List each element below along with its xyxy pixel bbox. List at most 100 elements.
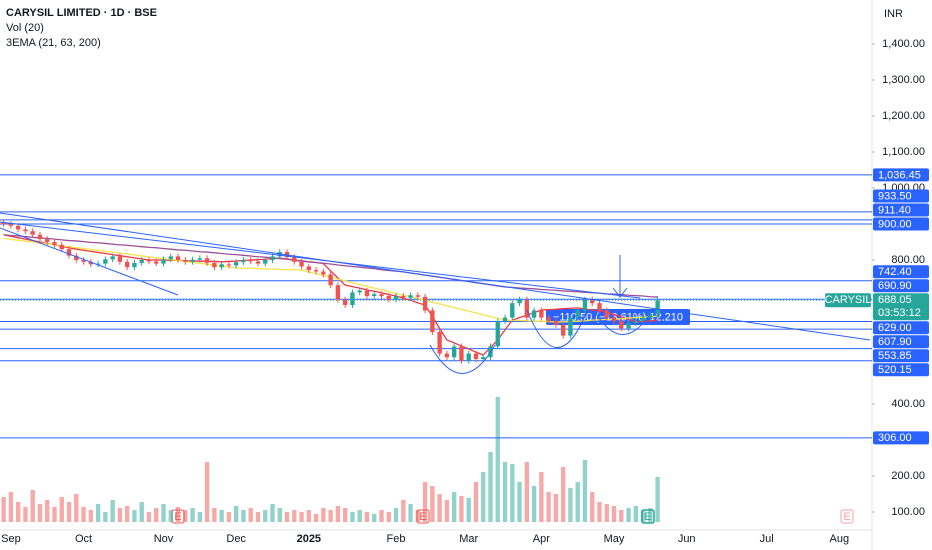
candle-body xyxy=(161,259,166,264)
volume-bar xyxy=(233,506,239,522)
candle-body xyxy=(292,257,297,262)
volume-bar xyxy=(154,508,159,522)
level-label: 690.90 xyxy=(878,280,912,292)
level-label-box xyxy=(873,321,929,335)
level-label: 911.40 xyxy=(878,204,911,216)
level-label-box xyxy=(873,335,929,349)
candle-body xyxy=(372,294,377,296)
level-label-box xyxy=(873,431,929,445)
volume-bar xyxy=(408,504,413,522)
candle-body xyxy=(626,322,631,329)
level-label: 629.00 xyxy=(878,322,912,334)
candle-body xyxy=(342,299,348,305)
countdown-label: 03:53:12 xyxy=(878,307,921,319)
volume-bar xyxy=(277,508,282,522)
candle-body xyxy=(539,310,544,318)
volume-bar xyxy=(466,498,471,522)
y-tick-label: 100.00 xyxy=(891,506,925,518)
candle-body xyxy=(386,295,391,300)
volume-bar xyxy=(139,502,144,522)
last-price-box xyxy=(873,293,929,321)
volume-bar xyxy=(560,467,566,522)
volume-bar xyxy=(321,508,326,522)
symbol-tag: CARYSIL xyxy=(825,294,872,306)
candle-body xyxy=(510,303,515,318)
candle-body xyxy=(401,295,406,298)
candle-body xyxy=(531,310,537,318)
volume-bar xyxy=(168,510,173,522)
candle-body xyxy=(88,261,94,265)
candle-body xyxy=(219,264,224,268)
level-label: 900.00 xyxy=(878,218,912,230)
candle-body xyxy=(481,357,486,359)
candle-body xyxy=(183,259,188,262)
level-label-box xyxy=(873,349,929,363)
candle-body xyxy=(190,259,195,262)
candle-body xyxy=(611,317,617,322)
volume-bar xyxy=(306,510,312,522)
volume-bar xyxy=(292,510,297,522)
candle-body xyxy=(597,303,602,311)
volume-bar xyxy=(357,510,362,522)
x-tick-label: Mar xyxy=(459,533,478,545)
volume-bar xyxy=(66,502,72,522)
y-tick-label: 200.00 xyxy=(891,470,925,482)
x-tick-label: May xyxy=(604,533,625,545)
earnings-label: E xyxy=(843,511,850,523)
candle-body xyxy=(241,259,246,263)
cup-arc xyxy=(429,344,496,374)
candle-body xyxy=(270,256,275,260)
candle-body xyxy=(502,317,508,322)
candle-body xyxy=(66,249,72,256)
currency-label: INR xyxy=(884,8,903,20)
volume-bar xyxy=(328,510,333,522)
candle-body xyxy=(132,262,137,268)
volume-bar xyxy=(597,502,602,522)
volume-bar xyxy=(379,510,384,522)
level-label: 306.00 xyxy=(878,432,912,444)
volume-bar xyxy=(45,500,50,522)
level-label: 607.90 xyxy=(878,336,912,348)
volume-bar xyxy=(393,508,399,522)
volume-bar xyxy=(495,397,500,522)
candle-body xyxy=(633,321,639,323)
level-label-box xyxy=(873,203,929,217)
volume-bar xyxy=(175,507,181,522)
candle-body xyxy=(15,225,21,230)
volume-bar xyxy=(568,488,573,522)
earnings-marker xyxy=(840,509,854,524)
candle-body xyxy=(350,292,355,305)
trend-line xyxy=(0,221,641,299)
x-tick-label: Jul xyxy=(760,533,774,545)
candles xyxy=(1,219,660,364)
candle-body xyxy=(255,261,261,264)
volume-bar xyxy=(219,510,224,522)
candle-body xyxy=(604,310,609,318)
ema-line xyxy=(3,234,658,298)
volume-bar xyxy=(255,512,261,522)
volume-bar xyxy=(132,510,137,522)
candle-body xyxy=(74,255,79,260)
volume-bar xyxy=(270,504,275,522)
candle-body xyxy=(582,299,588,311)
volume-bar xyxy=(1,497,6,522)
volume-bar xyxy=(59,497,64,522)
cup-arc xyxy=(594,311,651,335)
candle-body xyxy=(226,264,232,266)
candle-body xyxy=(364,290,370,296)
volume-bar xyxy=(241,510,246,522)
candle-body xyxy=(154,261,159,264)
volume-bar xyxy=(640,510,646,522)
volume-bar xyxy=(15,502,21,522)
volume-bar xyxy=(481,472,486,522)
level-label-box xyxy=(873,217,929,231)
candle-body xyxy=(313,270,319,272)
volume-bar xyxy=(161,504,166,522)
candle-body xyxy=(444,353,450,358)
volume-bar xyxy=(350,512,355,522)
candle-body xyxy=(146,259,152,262)
x-tick-label: Aug xyxy=(830,533,850,545)
candle-body xyxy=(590,299,595,304)
candle-body xyxy=(117,256,123,262)
